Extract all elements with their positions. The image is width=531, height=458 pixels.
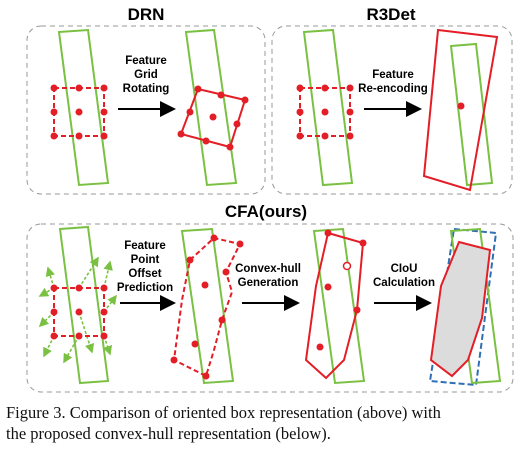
drn-step-line-1: Feature [125,55,167,67]
cfa-step1-line-1: Feature [124,240,166,252]
cfa-step1-line-3: Offset [128,268,161,280]
drn-step-line-3: Rotating [123,83,170,95]
r3det-reencoded-box [424,30,497,190]
caption-line-2: the proposed convex-hull representation … [6,423,526,444]
hull-point [325,230,332,237]
r3det-green-box-left [304,30,352,185]
drn-green-box-right [186,30,236,185]
hull-point [360,240,367,247]
drn-panel: DRN Feature Grid Rotating [27,5,265,194]
cfa-point-set [171,235,244,380]
cfa-green-box-2 [182,229,233,383]
cfa-step2-line-2: Generation [238,277,299,289]
cfa-panel: CFA(ours) Feature Point Offset Predictio… [27,202,513,392]
hull-point-interior-hollow [344,263,351,270]
cfa-green-box-1 [60,227,108,383]
drn-green-box-left [59,30,108,185]
cfa-hull-overlap [431,242,490,376]
r3det-step-line-2: Re-encoding [358,83,428,95]
r3det-panel: R3Det Feature Re-encoding [272,5,512,194]
r3det-green-box-right [451,44,492,185]
cfa-step1-line-4: Prediction [117,282,173,294]
cfa-step2-line-1: Convex-hull [235,263,301,275]
caption-line-1: Figure 3. Comparison of oriented box rep… [6,402,526,423]
cfa-title: CFA(ours) [225,202,307,221]
r3det-title: R3Det [366,5,415,24]
hull-point [325,284,332,291]
cfa-step1-line-2: Point [131,254,160,266]
hull-point [354,307,361,314]
r3det-step-line-1: Feature [372,69,414,81]
figure-3: DRN Feature Grid Rotating R3Det [0,0,531,400]
figure-caption: Figure 3. Comparison of oriented box rep… [6,402,526,444]
drn-title: DRN [128,5,165,24]
r3det-center-point [458,103,465,110]
hull-point [317,344,324,351]
cfa-step3-line-2: Calculation [373,277,435,289]
drn-rotated-grid [178,86,249,151]
cfa-step3-line-1: CIoU [391,263,418,275]
drn-step-line-2: Grid [134,69,158,81]
